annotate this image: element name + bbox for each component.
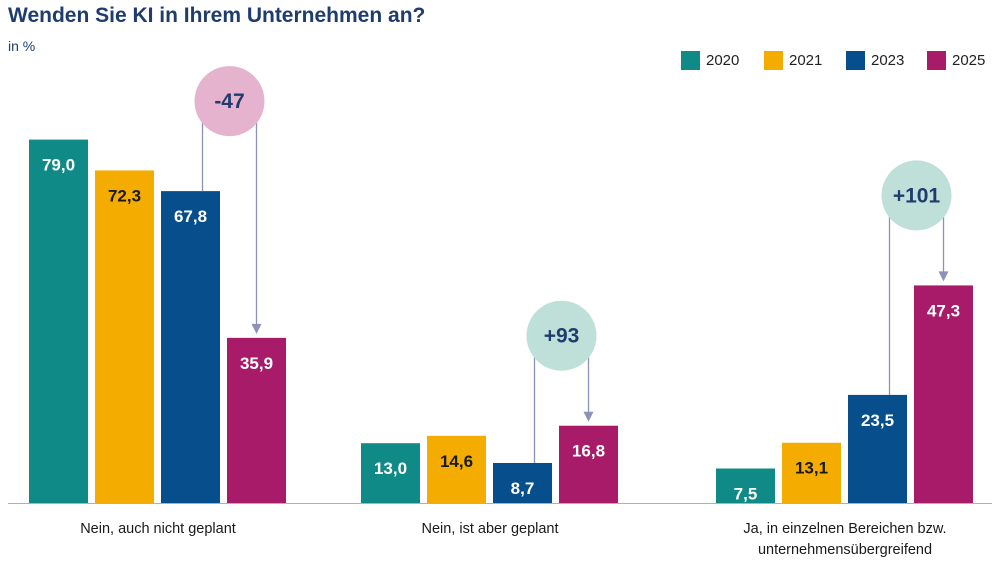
bar-2025-cat0 bbox=[227, 337, 286, 503]
annotation-badge-0 bbox=[194, 66, 265, 137]
data-label-2021-cat2: 13,1 bbox=[795, 459, 828, 478]
data-label-2023-cat0: 67,8 bbox=[174, 207, 207, 226]
annotation-arrowhead-0 bbox=[251, 323, 262, 334]
data-label-2023-cat2: 23,5 bbox=[861, 411, 894, 430]
data-label-2025-cat0: 35,9 bbox=[240, 354, 273, 373]
legend-item-2021: 2021 bbox=[764, 51, 822, 70]
chart-subtitle: in % bbox=[8, 38, 36, 54]
bar-2021-cat2 bbox=[782, 442, 841, 503]
bar-2020-cat1 bbox=[361, 443, 420, 503]
annotation-text-2: +101 bbox=[893, 184, 941, 207]
legend-item-2020: 2020 bbox=[681, 51, 739, 70]
bar-2021-cat0 bbox=[95, 170, 154, 504]
legend-swatch-2023 bbox=[846, 51, 865, 70]
data-label-2020-cat0: 79,0 bbox=[42, 156, 75, 175]
bar-2023-cat2 bbox=[848, 394, 907, 503]
annotation-badge-1 bbox=[526, 300, 597, 371]
data-label-2021-cat1: 14,6 bbox=[440, 452, 473, 471]
legend-swatch-2021 bbox=[764, 51, 783, 70]
chart-title: Wenden Sie KI in Ihrem Unternehmen an? bbox=[8, 4, 426, 27]
category-label-2: Ja, in einzelnen Bereichen bzw. unternehm… bbox=[743, 521, 946, 558]
annotation-badge-2 bbox=[881, 160, 952, 231]
annotation-text-1: +93 bbox=[544, 325, 580, 348]
legend-label-2023: 2023 bbox=[871, 52, 905, 69]
legend-item-2025: 2025 bbox=[927, 51, 985, 70]
legend-swatch-2025 bbox=[927, 51, 946, 70]
data-label-2025-cat1: 16,8 bbox=[572, 442, 605, 461]
category-label-0: Nein, auch nicht geplant bbox=[80, 521, 236, 537]
bar-2025-cat2 bbox=[914, 285, 973, 503]
legend-label-2021: 2021 bbox=[789, 52, 823, 69]
data-label-2023-cat1: 8,7 bbox=[511, 479, 535, 498]
legend-swatch-2020 bbox=[681, 51, 700, 70]
bar-2020-cat2 bbox=[716, 468, 775, 503]
annotation-arrowhead-2 bbox=[938, 271, 949, 282]
category-label-1: Nein, ist aber geplant bbox=[421, 521, 558, 537]
data-label-2025-cat2: 47,3 bbox=[927, 301, 960, 320]
data-label-2021-cat0: 72,3 bbox=[108, 186, 141, 205]
bar-2021-cat1 bbox=[427, 435, 486, 503]
legend-label-2020: 2020 bbox=[706, 52, 740, 69]
annotation-arrowhead-1 bbox=[583, 411, 594, 422]
legend-item-2023: 2023 bbox=[846, 51, 904, 70]
bar-2023-cat1 bbox=[493, 462, 552, 503]
bar-2025-cat1 bbox=[559, 425, 618, 503]
data-label-2020-cat2: 7,5 bbox=[734, 485, 758, 504]
annotation-text-0: -47 bbox=[214, 90, 244, 113]
bar-2020-cat0 bbox=[29, 139, 88, 503]
legend-label-2025: 2025 bbox=[952, 52, 986, 69]
bar-2023-cat0 bbox=[161, 191, 220, 503]
data-label-2020-cat1: 13,0 bbox=[374, 459, 407, 478]
